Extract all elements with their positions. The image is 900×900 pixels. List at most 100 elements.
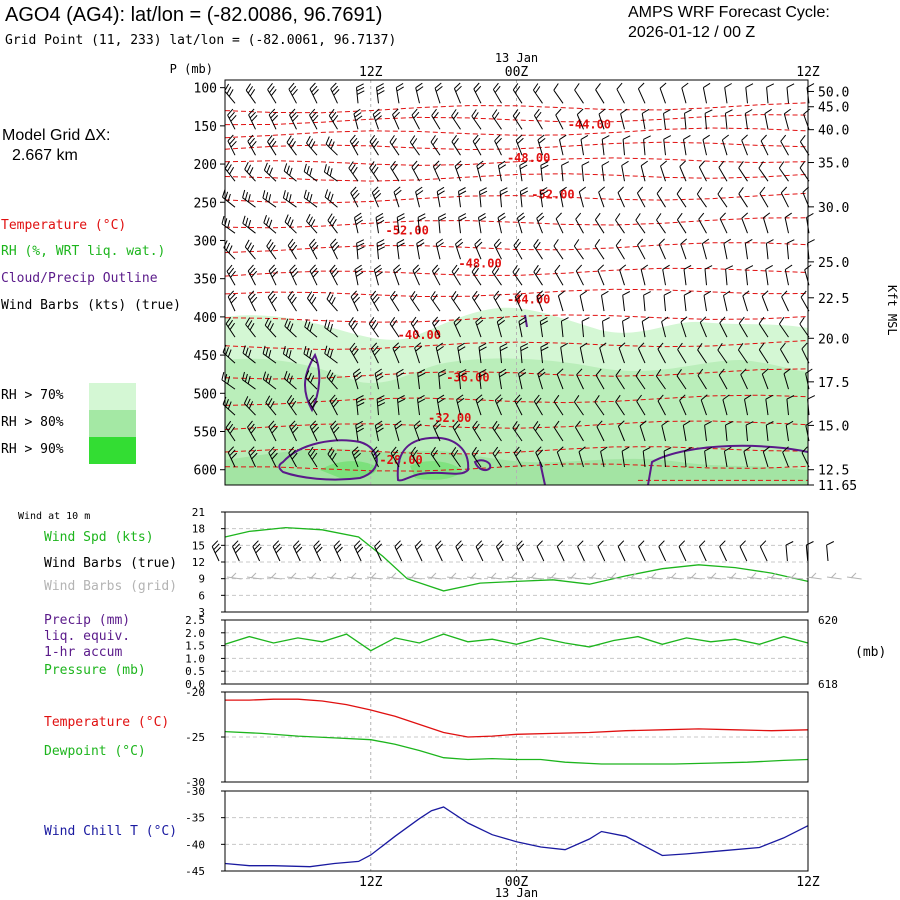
wind-barb	[535, 446, 544, 468]
wind-barb	[595, 368, 605, 390]
cloud-outline	[278, 439, 378, 481]
wind-barb	[224, 161, 236, 182]
wind-barb	[738, 161, 748, 182]
surface-wind-barb	[313, 540, 323, 562]
wind-barb	[286, 395, 297, 416]
grid-point-label: Grid Point (11, 233) lat/lon = (-82.0061…	[5, 33, 397, 48]
temp-series-line	[224, 730, 809, 765]
wind-barb	[306, 291, 318, 312]
grid-wind-barb	[366, 572, 382, 580]
wind-barb	[356, 239, 365, 260]
wind-barb	[560, 342, 568, 364]
wind-barb	[615, 394, 625, 416]
wind-barb	[226, 264, 236, 286]
wind-barb	[242, 345, 256, 364]
temperature-contour	[224, 267, 809, 277]
wind-barb	[353, 108, 363, 130]
wind-barb	[759, 186, 769, 208]
grid-wind-barb	[546, 572, 562, 580]
wind-barb	[725, 265, 734, 286]
legend-wind-chill: Wind Chill T (°C)	[44, 824, 178, 839]
wind-barb	[224, 83, 236, 104]
wind-barb	[305, 370, 318, 390]
rh80-swatch	[89, 410, 136, 437]
wind-barb	[594, 212, 605, 234]
grid-wind-barb	[646, 572, 662, 580]
wind-barb	[636, 394, 646, 416]
wind-barb	[807, 395, 816, 416]
wind-barb	[660, 160, 668, 182]
wind-barb	[493, 238, 502, 260]
wind-barb	[287, 238, 298, 260]
wind-barb	[556, 368, 564, 390]
cloud-outline	[396, 436, 470, 482]
wind-barb	[497, 212, 506, 234]
grid-wind-barb	[326, 572, 342, 580]
wind-barb	[306, 213, 318, 234]
wind-barb	[227, 134, 237, 156]
wind-tick-label: 6	[198, 589, 205, 602]
wind-barb	[389, 290, 400, 312]
wind-barb	[479, 187, 488, 208]
temperature-contour	[224, 463, 809, 472]
wind-barb	[599, 342, 607, 364]
wind-barb	[327, 213, 338, 234]
wind-barb	[471, 446, 482, 468]
wind-barb	[282, 190, 297, 208]
height-tick-label: 40.0	[818, 124, 849, 139]
grid-wind-barb	[246, 572, 262, 580]
wind-barb	[221, 371, 236, 390]
wind-barb	[492, 82, 502, 104]
wind-barbs-surface	[211, 540, 835, 562]
wind-barb	[431, 264, 441, 286]
wind-barb	[781, 290, 789, 312]
surface-wind-barb	[785, 541, 794, 562]
wind-barb	[602, 317, 610, 338]
wind-barb	[539, 187, 548, 208]
wind-barb	[642, 446, 651, 468]
wind-barb	[430, 291, 441, 312]
legend-wind-barbs-grid: Wind Barbs (grid)	[44, 579, 178, 594]
wind-barb	[458, 187, 467, 208]
wind-barb	[393, 264, 402, 286]
wind-barb	[372, 108, 382, 130]
wind-barb	[622, 291, 631, 312]
wind-barb	[430, 446, 441, 468]
time-tick-label-bottom: 12Z	[359, 875, 383, 890]
wind-series-line	[224, 526, 809, 592]
wind-barb	[640, 160, 648, 182]
temperature-contour	[224, 157, 809, 166]
wind-barb	[492, 446, 502, 468]
wind-barb	[410, 291, 420, 312]
wind-barb	[656, 213, 666, 234]
wind-barb	[435, 342, 444, 364]
wind-barb	[413, 420, 422, 442]
grid-wind-barb	[666, 572, 682, 580]
grid-wind-barb	[466, 572, 482, 580]
wind-barb	[326, 369, 338, 390]
temperature-contour-label: -52.00	[531, 188, 574, 202]
wind-barb	[396, 368, 405, 390]
wind-barb	[738, 187, 748, 208]
wind-barb	[368, 317, 379, 338]
wind-barb	[745, 421, 754, 442]
wind-barb	[717, 187, 728, 208]
wind-barb	[677, 342, 687, 364]
wind-barb	[307, 446, 318, 468]
wind-barb	[555, 108, 564, 130]
wind-barb	[597, 264, 605, 286]
temperature-contour	[224, 127, 809, 139]
wind-barb	[719, 212, 728, 234]
temperature-contour-label: -36.00	[446, 370, 489, 384]
wind-barb	[744, 238, 753, 260]
wind-barb	[742, 290, 750, 312]
surface-wind-barb	[597, 540, 606, 562]
surface-wind-barb	[211, 540, 222, 562]
wind-barb	[309, 420, 320, 442]
wind-barb	[723, 290, 731, 312]
wind-barb	[225, 317, 236, 338]
height-tick-label: 30.0	[818, 201, 849, 216]
wind-barb	[601, 290, 609, 312]
wind-barb	[392, 108, 400, 130]
grid-wind-barb	[426, 572, 442, 580]
